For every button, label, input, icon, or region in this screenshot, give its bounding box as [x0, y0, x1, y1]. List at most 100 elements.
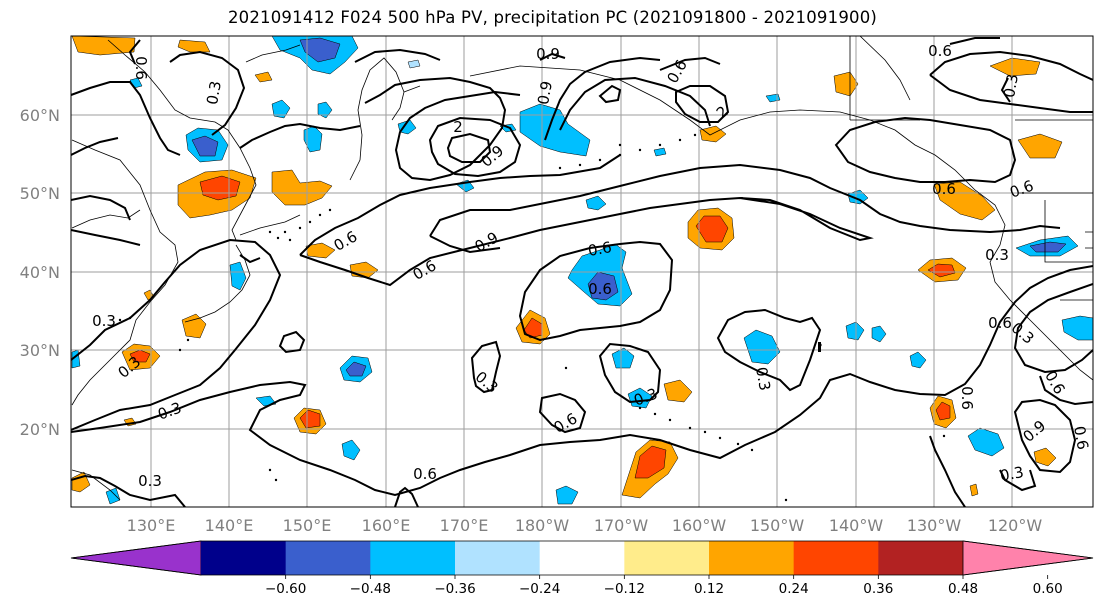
precip-positive-area — [271, 169, 333, 206]
lat-label: 60°N — [20, 106, 60, 125]
precip-positive-area — [634, 445, 667, 479]
precip-negative-area — [555, 485, 579, 505]
small-contour-fragment — [818, 342, 821, 352]
svg-text:0.6: 0.6 — [1070, 425, 1092, 452]
svg-text:0.3: 0.3 — [752, 366, 774, 393]
svg-text:0.9: 0.9 — [534, 80, 556, 107]
precip-positive-area — [254, 71, 273, 83]
precip-positive-area — [663, 379, 693, 403]
contour-label: 0.3 — [999, 463, 1026, 485]
lon-label: 150°E — [283, 516, 332, 535]
svg-text:0.3: 0.3 — [1000, 73, 1022, 100]
contour-label: 2 — [453, 118, 463, 136]
svg-text:0.6: 0.6 — [928, 42, 952, 60]
contour-label: 0.6 — [932, 180, 956, 198]
precip-negative-area — [299, 37, 341, 63]
contour-label: 0.6 — [413, 465, 437, 483]
colorbar-tick-label: −0.48 — [350, 581, 391, 597]
precip-negative-area — [653, 147, 667, 157]
latitude-labels: 60°N 50°N 40°N 30°N 20°N — [20, 106, 60, 439]
colorbar-tick-label: −0.12 — [604, 581, 645, 597]
lon-label: 140°E — [205, 516, 254, 535]
lon-label: 160°W — [672, 516, 727, 535]
colorbar-segment — [878, 541, 964, 575]
colorbar-tick-label: 0.36 — [863, 581, 893, 597]
contour-label: 0.6 — [988, 314, 1012, 332]
colorbar-segment — [285, 541, 371, 575]
precip-positive-area — [969, 483, 979, 497]
colorbar-tick-label: 0.60 — [1033, 581, 1063, 597]
svg-text:0.3: 0.3 — [203, 80, 225, 107]
precip-positive-area — [1017, 133, 1063, 159]
precip-negative-area — [341, 439, 361, 461]
colorbar: −0.60 −0.48 −0.36 −0.24 −0.12 0.12 0.24 0.36 0.4… — [70, 540, 1094, 597]
precip-shading — [71, 36, 1093, 505]
contour-label: 0.6 — [928, 42, 952, 60]
precip-negative-area — [909, 351, 927, 369]
contour-label: 0.3 — [92, 312, 116, 330]
precip-negative-area — [871, 325, 887, 343]
contour-label: 0.6 — [132, 56, 150, 80]
colorbar-segment — [709, 541, 795, 575]
precip-negative-area — [317, 101, 333, 119]
lon-label: 130°W — [907, 516, 962, 535]
contour-label: 0.3 — [752, 366, 774, 393]
svg-text:0.6: 0.6 — [958, 386, 976, 410]
precip-negative-area — [1061, 315, 1093, 341]
contour-label: 0.3 — [985, 246, 1009, 264]
contour-label: 0.9 — [536, 45, 560, 63]
precip-positive-area — [129, 349, 151, 363]
lon-label: 150°W — [750, 516, 805, 535]
precip-positive-area — [833, 71, 859, 97]
precip-negative-area — [229, 261, 247, 291]
svg-text:2: 2 — [453, 118, 463, 136]
colorbar-outline — [70, 540, 1094, 576]
svg-text:0.6: 0.6 — [587, 238, 614, 260]
contour-label: 0.6 — [587, 238, 614, 260]
graticule — [71, 36, 1093, 507]
colorbar-tick-label: 0.12 — [694, 581, 724, 597]
svg-text:0.9: 0.9 — [536, 45, 560, 63]
precip-positive-area — [989, 57, 1041, 77]
precip-positive-area — [927, 263, 956, 278]
precip-negative-area — [271, 99, 291, 119]
precip-positive-area — [933, 181, 996, 221]
precip-negative-area — [407, 59, 421, 69]
contour-label: 0.3 — [1000, 73, 1022, 100]
lon-label: 170°W — [594, 516, 649, 535]
precip-negative-area — [519, 103, 591, 157]
contour-label: 0.6 — [588, 280, 612, 298]
svg-text:0.6: 0.6 — [588, 280, 612, 298]
colorbar-tick-label: 0.24 — [779, 581, 809, 597]
colorbar-segment — [624, 541, 710, 575]
pv-contours — [71, 37, 1093, 507]
colorbar-extend-low — [70, 540, 202, 576]
lat-label: 30°N — [20, 341, 60, 360]
colorbar-extend-high — [962, 540, 1094, 576]
svg-text:0.6: 0.6 — [932, 180, 956, 198]
contour-label: 0.6 — [958, 386, 976, 410]
precip-positive-area — [935, 401, 951, 421]
precip-positive-area — [181, 313, 207, 339]
precip-positive-area — [695, 215, 729, 243]
precip-negative-area — [191, 135, 219, 157]
precip-negative-area — [743, 329, 781, 365]
precip-negative-area — [611, 347, 635, 369]
svg-text:0.3: 0.3 — [985, 246, 1009, 264]
island-dots — [118, 133, 946, 502]
map-frame — [70, 35, 1094, 508]
precip-positive-area — [199, 175, 241, 201]
precip-negative-area — [585, 195, 607, 211]
contour-label: 0.3 — [203, 80, 225, 107]
contour-label: 0.9 — [534, 80, 556, 107]
colorbar-tick-label: −0.24 — [519, 581, 560, 597]
colorbar-segment — [455, 541, 541, 575]
longitude-labels: 130°E 140°E 150°E 160°E 170°E 180°W 170°… — [127, 516, 1043, 535]
precip-negative-area — [845, 321, 865, 341]
colorbar-segment — [539, 541, 625, 575]
precip-positive-area — [71, 36, 136, 56]
colorbar-segment — [793, 541, 879, 575]
svg-text:0.6: 0.6 — [988, 314, 1012, 332]
colorbar-segment — [370, 541, 456, 575]
lat-label: 50°N — [20, 184, 60, 203]
